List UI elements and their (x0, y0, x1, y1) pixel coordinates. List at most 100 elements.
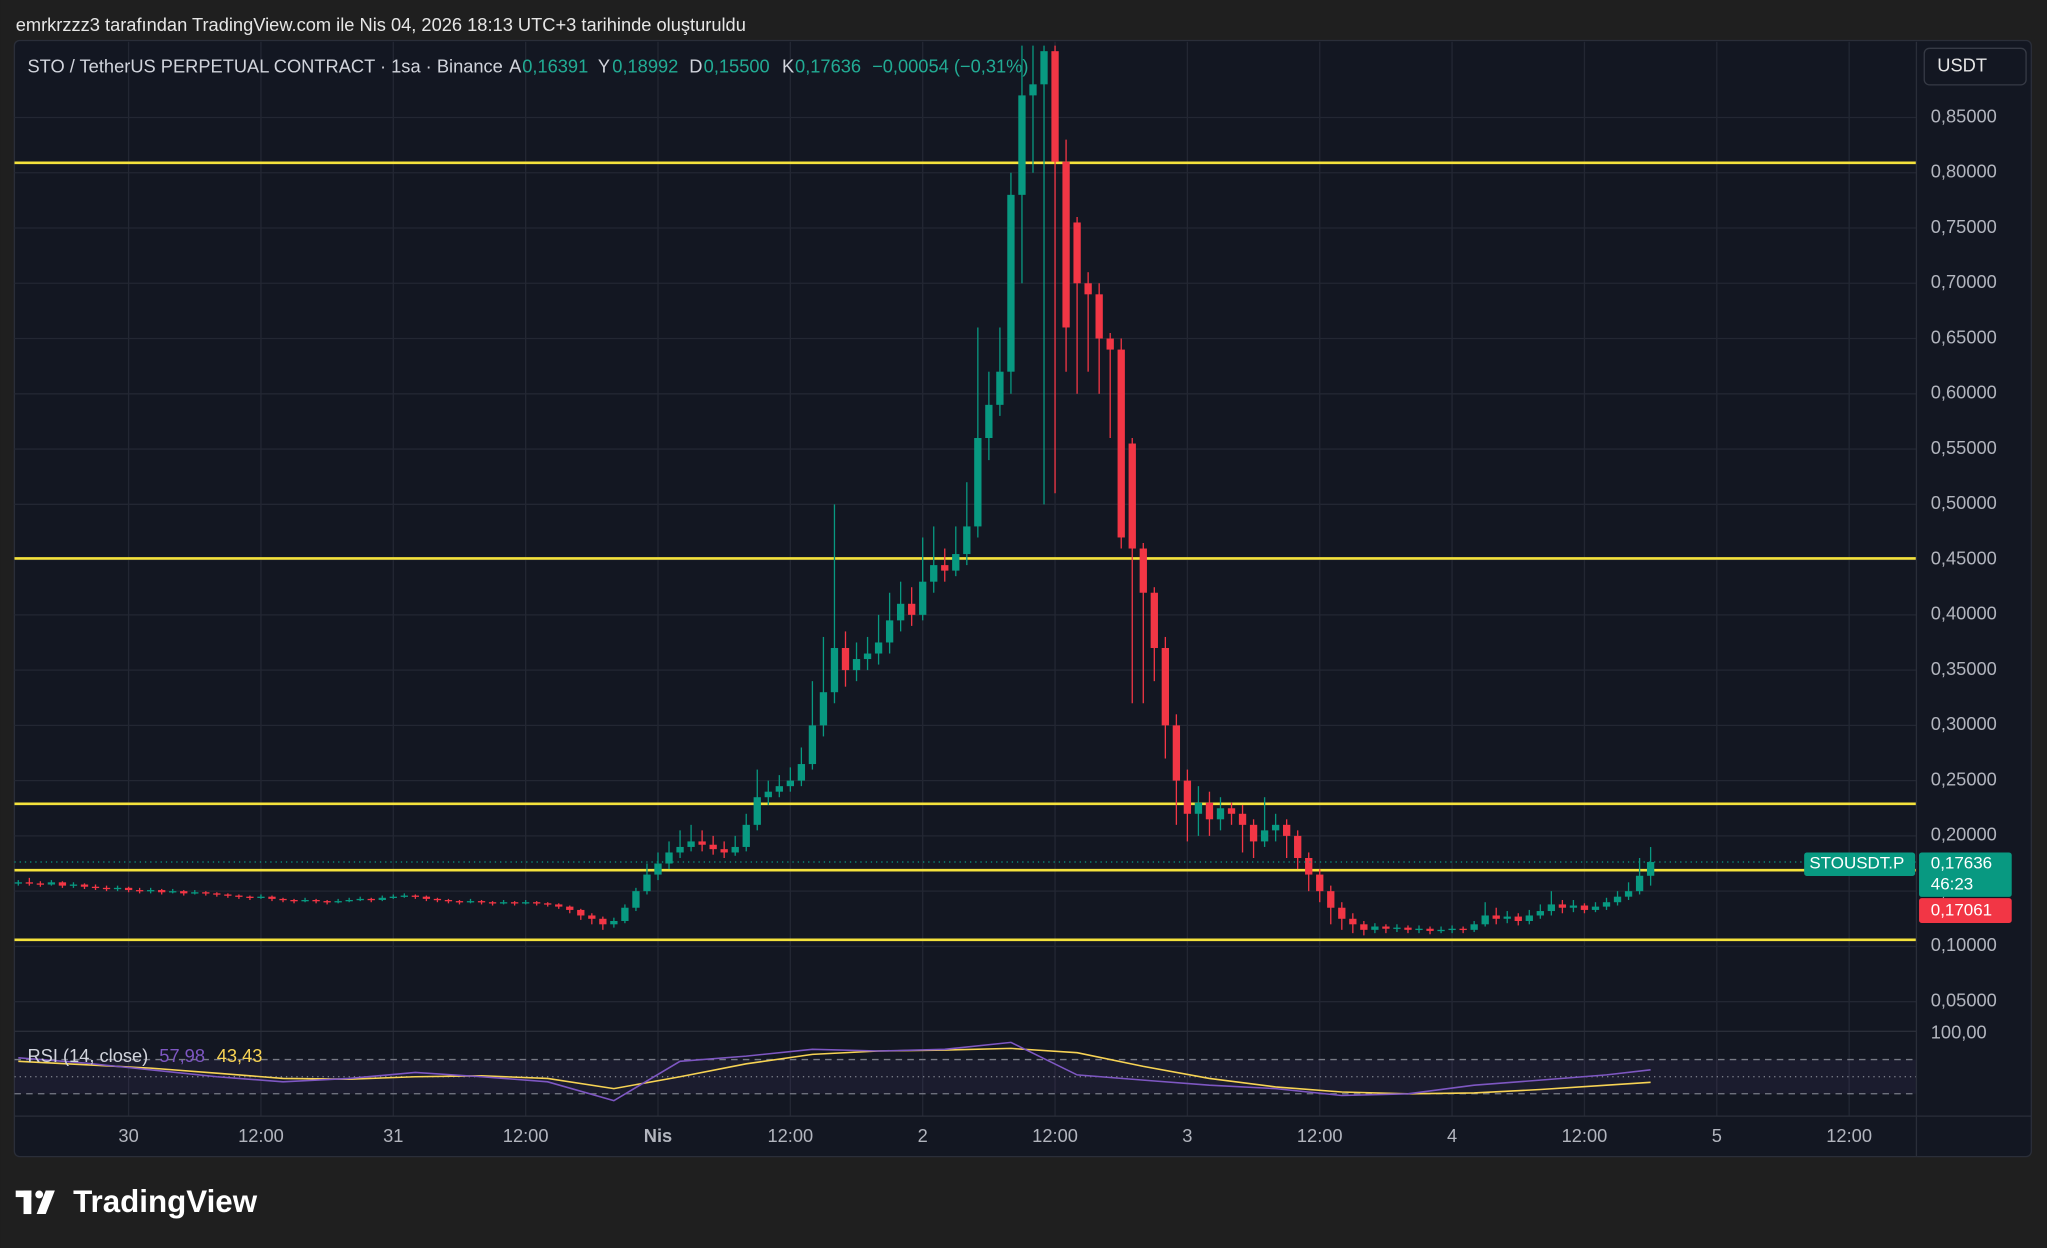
y-tick-label: 0,20000 (1931, 824, 1997, 845)
candle-body (1349, 918, 1357, 925)
candle-body (411, 895, 420, 897)
candle-body (1624, 891, 1633, 897)
y-tick-label: 0,75000 (1931, 216, 1997, 237)
candle-body (69, 884, 78, 886)
x-tick-label: 3 (1182, 1125, 1192, 1146)
y-tick-label: 0,55000 (1931, 437, 1997, 458)
currency-button[interactable] (1923, 47, 2027, 86)
candle-body (1238, 813, 1247, 825)
candle-body (268, 896, 276, 899)
candle-body (621, 907, 629, 921)
rsi-line (18, 1041, 1651, 1102)
candle-body (1525, 915, 1533, 921)
candle-body (1007, 194, 1015, 372)
chart-panel (13, 39, 2032, 1158)
candle-body (1161, 647, 1169, 726)
currency: USDT (1937, 54, 1987, 75)
candle-body (1503, 916, 1511, 919)
candle-body (654, 863, 662, 875)
x-tick-label: 4 (1447, 1125, 1457, 1146)
candle-body (14, 882, 22, 884)
candle-body (599, 918, 607, 925)
candle-body (1283, 824, 1291, 836)
ohlc-value: 0,18992 (612, 56, 678, 77)
candle-body (400, 895, 408, 897)
candle-body (91, 886, 100, 889)
candle-body (1536, 911, 1544, 916)
candle-body (1062, 161, 1070, 328)
candle-body (588, 915, 596, 919)
candle-body (1514, 916, 1522, 921)
caption: emrkrzzz3 tarafından TradingView.com ile… (16, 14, 746, 35)
candle-body (808, 725, 817, 765)
countdown: 46:23 (1931, 875, 1973, 894)
candle-body (433, 898, 442, 901)
x-tick-label: 12:00 (238, 1125, 284, 1146)
candle-body (797, 764, 806, 781)
candle-body (1249, 824, 1258, 842)
candle-body (1404, 927, 1412, 930)
rsi-name: RSI (14, close) (27, 1045, 148, 1066)
candle-body (488, 902, 497, 904)
candle-body (246, 896, 254, 898)
candle-body (345, 899, 353, 902)
candle-body (1128, 443, 1136, 549)
candle-body (698, 841, 706, 845)
candle-body (930, 565, 938, 582)
symbol-title: STO / TetherUS PERPETUAL CONTRACT · 1sa … (27, 56, 502, 77)
candle-body (1183, 780, 1192, 814)
candle-body (235, 895, 243, 897)
candle-body (169, 891, 177, 893)
symbol-tag: STOUSDT.P (1809, 854, 1904, 873)
candle-body (356, 898, 364, 901)
last-price: 0,17636 (1931, 854, 1992, 873)
candle-body (632, 891, 640, 908)
candle-body (1470, 924, 1478, 930)
candle-body (323, 901, 331, 903)
candle-body (158, 890, 166, 893)
candle-body (334, 901, 342, 903)
candle-body (113, 887, 122, 890)
candle-body (863, 653, 872, 660)
rsi-pane (14, 1041, 1917, 1102)
other-price-box (1919, 898, 2012, 923)
candle-body (422, 896, 431, 899)
candle-body (974, 438, 982, 527)
price-pane (14, 45, 1917, 942)
candle-body (786, 780, 795, 787)
candle-body (665, 852, 673, 864)
y-tick-label: 0,80000 (1931, 161, 1997, 182)
x-tick-label: 12:00 (503, 1125, 549, 1146)
logo-icon (15, 1190, 55, 1215)
candle-body (742, 824, 750, 847)
candle-body (1327, 891, 1335, 908)
candle-body (257, 896, 265, 898)
candle-body (224, 894, 232, 896)
candle-body (1216, 808, 1225, 820)
candle-body (764, 791, 772, 798)
logo: TradingView (73, 1184, 258, 1219)
candle-body (102, 887, 111, 890)
candle-body (466, 901, 475, 903)
candle-body (908, 603, 916, 615)
candle-body (510, 902, 519, 904)
candle-body (1194, 802, 1203, 814)
x-tick-label: 12:00 (767, 1125, 813, 1146)
candle-body (1492, 915, 1500, 919)
candle-body (544, 903, 552, 905)
candle-body (135, 890, 144, 892)
candle-body (180, 891, 188, 894)
candle-body (1227, 808, 1236, 814)
candle-body (577, 909, 585, 916)
candle-body (885, 620, 894, 643)
candle-body (444, 899, 453, 902)
candle-body (1106, 338, 1114, 350)
candle-body (1018, 95, 1026, 195)
x-tick-label: 31 (383, 1125, 403, 1146)
candle-body (213, 893, 221, 895)
y-tick-label: 0,05000 (1931, 990, 1997, 1011)
candle-body (477, 901, 486, 903)
y-tick-label: 0,35000 (1931, 658, 1997, 679)
y-tick-label: 0,30000 (1931, 713, 1997, 734)
candle-body (1580, 905, 1589, 910)
